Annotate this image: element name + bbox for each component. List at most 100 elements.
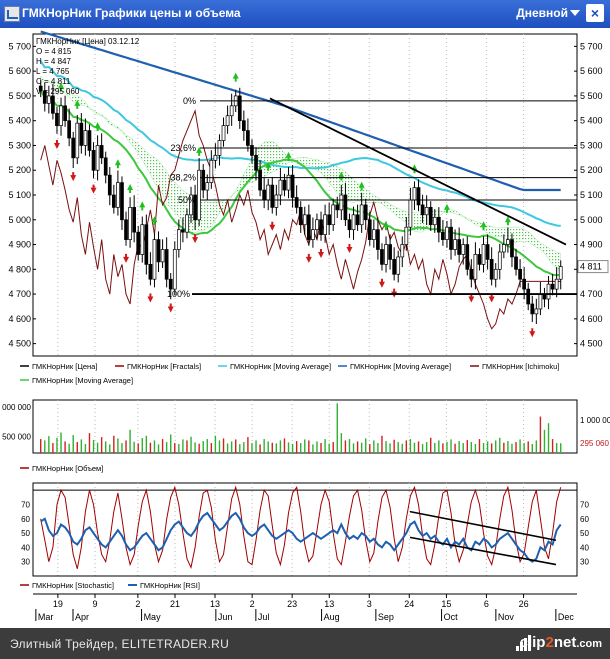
oscillator-panel [32,482,578,577]
moving-average-green-line [39,90,561,277]
candle-body [493,268,498,280]
fractal-down-marker [488,293,495,303]
candle-body [111,194,116,208]
x-axis-month-label: Nov [498,612,515,622]
fibonacci-level-label: 38,2% [170,173,196,183]
price-tick-label-right: 5 500 [580,91,603,101]
price-tick-label-right: 4 900 [580,240,603,250]
fractal-down-marker [147,293,154,303]
legend-label: ГМКНорНик [Moving Average] [350,362,451,371]
resistance-trend-line [269,97,567,246]
candle-body [87,130,92,151]
oscillator-trend-line [409,536,557,566]
x-axis-day-label: 15 [441,599,451,609]
candle-body [384,244,388,265]
fractal-down-marker [192,234,199,244]
candle-body [449,226,453,250]
price-tick-label-right: 5 200 [580,165,603,175]
fractal-up-marker [443,203,450,213]
x-axis-month-label: May [144,612,162,622]
price-info-line: H = 4 847 [36,57,71,66]
legend-label: ГМКНорНик [Stochastic] [32,581,114,590]
x-axis-day-label: 2 [135,599,140,609]
candle-body [160,249,165,263]
candle-body [457,239,462,255]
candle-body [441,231,445,240]
candle-body [465,244,470,270]
candle-body [181,229,185,233]
candle-body [522,278,527,290]
candle-body [343,194,348,221]
x-axis-day-label: 3 [367,599,372,609]
candle-body [420,204,425,216]
candle-body [189,194,193,216]
fractal-down-marker [305,253,312,263]
fractal-up-marker [232,72,239,82]
price-tick-label-right: 5 400 [580,116,603,126]
fractal-up-marker [358,181,365,191]
period-selector[interactable]: Дневной [516,6,568,20]
price-info-line: V = 295 060 [36,87,80,96]
candle-body [258,169,262,191]
candle-body [103,157,108,176]
legend-label: ГМКНорНик [Ichimoku] [482,362,559,371]
candle-body [197,169,202,221]
candle-body [254,155,258,171]
candle-body [83,130,88,146]
candle-body [42,90,47,104]
x-axis-month-label: Apr [75,612,89,622]
price-tick-label-right: 5 700 [580,41,603,51]
candle-body [140,224,145,255]
candle-body [250,145,254,156]
price-tick-label-left: 4 700 [8,289,31,299]
candle-body [164,249,169,280]
candle-body [416,187,421,206]
oscillator-tick-label-left: 50 [21,529,30,538]
candle-body [302,214,307,226]
price-tick-label-right: 5 600 [580,66,603,76]
candle-body [59,105,63,126]
candle-body [290,174,295,198]
fractal-up-marker [338,171,345,181]
fractal-down-marker [346,244,353,254]
price-tick-label-left: 4 800 [8,264,31,274]
chevron-down-icon[interactable] [570,10,580,16]
candle-body [436,216,441,233]
price-info-line: ГМКНорНик [Цена] 03.12.12 [36,37,140,46]
candle-body [91,150,96,171]
candle-body [46,95,51,104]
fractal-up-marker [114,159,121,169]
x-axis-month-label: Jul [258,612,270,622]
close-button[interactable]: × [586,4,604,22]
candle-body [221,125,226,141]
candle-body [327,214,332,226]
candle-body [79,122,84,146]
fibonacci-level-label: 50% [178,195,196,205]
candle-body [380,249,384,265]
price-info-line: C = 4 811 [36,77,71,86]
price-info-line: L = 4 765 [36,67,70,76]
candle-body [193,194,197,221]
fractal-down-marker [269,221,276,231]
oscillator-tick-label-right: 60 [580,515,589,524]
oscillator-tick-label-left: 70 [21,500,30,509]
candle-body [205,182,210,191]
candle-body [298,207,303,226]
candle-body [355,214,360,226]
price-tick-label-left: 5 400 [8,116,31,126]
site-label: Элитный Трейдер, ELITETRADER.RU [10,637,230,651]
candle-body [213,155,218,161]
oscillator-tick-label-right: 50 [580,529,589,538]
candle-body [335,204,340,211]
candle-body [120,182,124,221]
candle-body [347,219,352,231]
stochastic-line [40,485,562,569]
price-tick-label-right: 5 300 [580,140,603,150]
candle-body [461,244,466,255]
x-axis-month-label: Sep [378,612,394,622]
candle-body [124,219,128,240]
price-tick-label-left: 5 300 [8,140,31,150]
candle-body [319,219,323,235]
window-title: ГМКНорНик Графики цены и объема [22,6,241,20]
candle-body [351,214,356,231]
